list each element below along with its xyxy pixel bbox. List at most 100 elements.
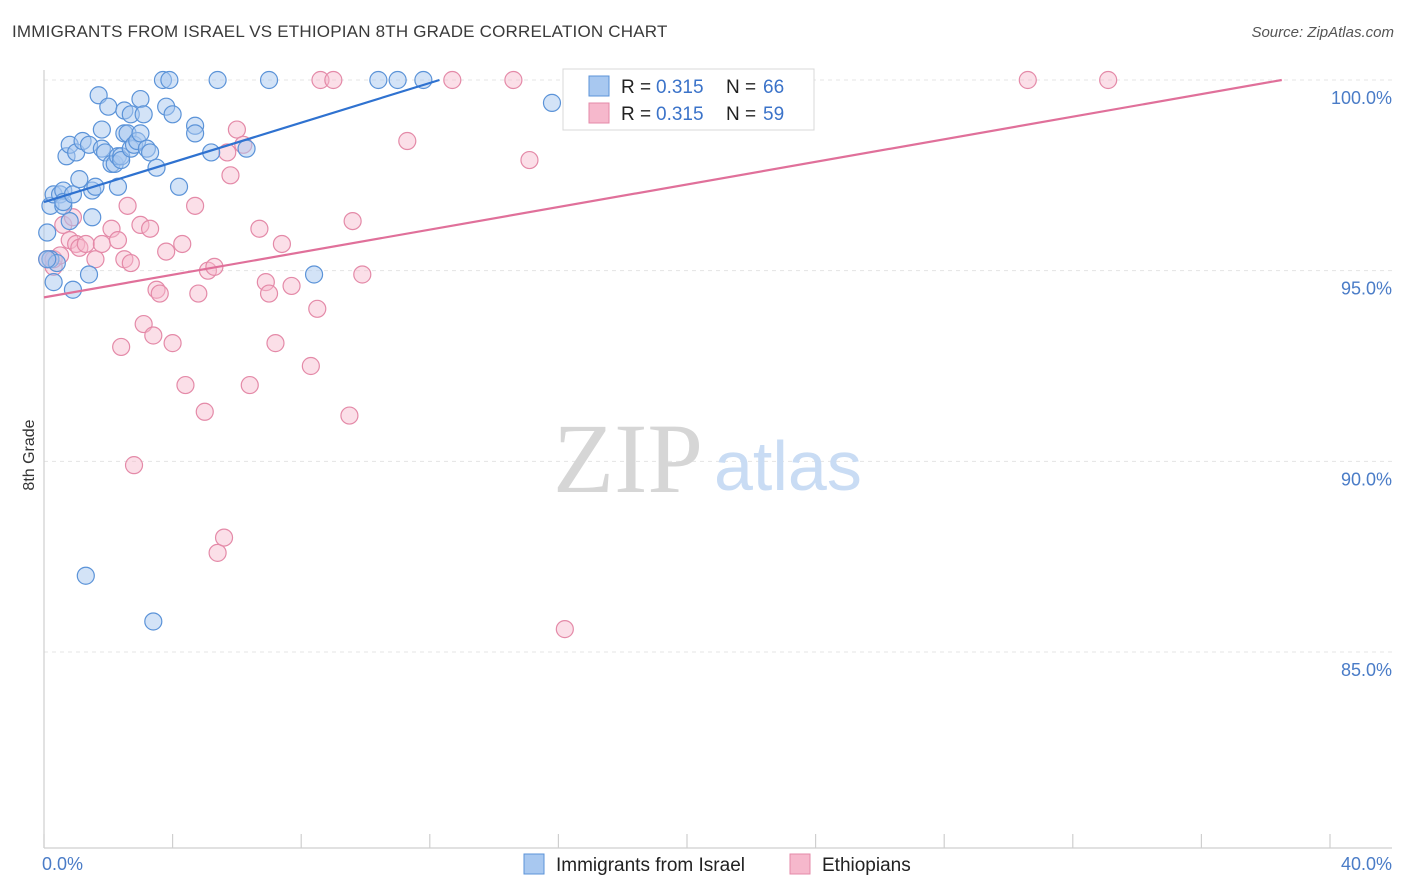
point-ethiopians	[259, 284, 279, 303]
point-israel	[38, 250, 57, 269]
point-israel	[76, 566, 95, 585]
point-ethiopians	[214, 528, 234, 547]
point-ethiopians	[124, 456, 144, 475]
point-ethiopians	[108, 231, 128, 250]
point-israel	[369, 70, 388, 90]
point-ethiopians	[266, 334, 285, 353]
watermark-atlas: atlas	[714, 427, 862, 505]
point-israel	[304, 265, 324, 284]
stats-legend: R = 0.315 N = 66 R = 0.315 N = 59	[562, 68, 815, 131]
x-axis-ticks	[43, 834, 1331, 848]
point-ethiopians	[343, 211, 362, 231]
point-israel	[38, 223, 57, 242]
point-ethiopians	[92, 234, 111, 254]
watermark-zip: ZIP	[553, 403, 703, 514]
point-ethiopians	[282, 276, 301, 296]
point-ethiopians	[308, 299, 327, 318]
point-ethiopians	[157, 242, 176, 261]
point-israel	[237, 139, 256, 158]
point-ethiopians	[186, 196, 205, 215]
point-ethiopians	[240, 375, 259, 395]
point-ethiopians	[504, 70, 523, 90]
legend-n-label-israel: N =	[726, 77, 756, 98]
bottom-legend-swatch-ethiopians	[789, 853, 811, 875]
point-israel	[163, 105, 182, 124]
point-israel	[388, 70, 407, 90]
point-ethiopians	[144, 326, 163, 345]
point-israel	[99, 97, 118, 116]
point-israel	[63, 280, 83, 299]
y-tick-label: 85.0%	[1341, 660, 1392, 680]
point-ethiopians	[176, 375, 195, 395]
point-ethiopians	[301, 356, 320, 376]
point-israel	[542, 93, 562, 112]
point-israel	[208, 70, 227, 90]
legend-swatch-ethiopians	[588, 102, 610, 124]
point-ethiopians	[256, 273, 275, 292]
point-ethiopians	[398, 131, 417, 151]
x-tick-label: 0.0%	[42, 854, 83, 874]
y-axis-tick-labels: 100.0% 95.0% 90.0% 85.0%	[1331, 88, 1392, 680]
trend-lines	[43, 78, 1282, 299]
point-ethiopians	[131, 215, 150, 235]
legend-r-value-ethiopians: 0.315	[656, 104, 704, 125]
legend-r-value-israel: 0.315	[656, 77, 704, 98]
point-ethiopians	[340, 406, 359, 425]
point-ethiopians	[189, 284, 208, 303]
point-israel	[131, 124, 150, 143]
point-israel	[134, 105, 153, 124]
x-axis-tick-labels: 0.0% 40.0%	[42, 854, 1392, 874]
point-israel	[83, 208, 102, 227]
point-israel	[60, 211, 79, 231]
point-ethiopians	[140, 219, 160, 238]
legend-n-label-ethiopians: N =	[726, 104, 756, 125]
point-ethiopians	[324, 70, 343, 90]
y-tick-label: 95.0%	[1341, 279, 1392, 299]
bottom-legend-label-ethiopians: Ethiopians	[822, 855, 911, 876]
point-ethiopians	[121, 253, 140, 273]
point-ethiopians	[221, 166, 240, 185]
point-israel	[44, 273, 63, 292]
point-israel	[144, 612, 163, 631]
point-ethiopians	[250, 219, 269, 238]
bottom-legend-label-israel: Immigrants from Israel	[556, 855, 745, 876]
point-israel	[92, 120, 111, 139]
point-israel	[79, 265, 99, 284]
point-ethiopians	[86, 250, 105, 269]
point-ethiopians	[1099, 70, 1118, 90]
point-ethiopians	[1018, 70, 1037, 90]
point-ethiopians	[173, 234, 192, 254]
point-ethiopians	[555, 620, 574, 639]
point-israel	[140, 143, 160, 162]
point-ethiopians	[353, 265, 372, 284]
y-tick-label: 90.0%	[1341, 469, 1392, 489]
legend-n-value-israel: 66	[763, 77, 784, 98]
chart-source: Source: ZipAtlas.com	[1251, 24, 1394, 41]
point-israel	[169, 177, 189, 196]
point-ethiopians	[76, 234, 95, 254]
point-israel	[186, 124, 205, 143]
series-ethiopians-points	[38, 70, 1118, 639]
point-ethiopians	[150, 284, 169, 303]
point-ethiopians	[112, 337, 131, 357]
point-israel	[160, 70, 179, 90]
trend-line-ethiopians	[43, 78, 1282, 299]
point-israel	[63, 185, 83, 204]
chart-title: IMMIGRANTS FROM ISRAEL VS ETHIOPIAN 8TH …	[12, 22, 668, 41]
point-israel	[70, 170, 89, 189]
legend-n-value-ethiopians: 59	[763, 104, 784, 125]
x-tick-label: 40.0%	[1341, 854, 1392, 874]
point-ethiopians	[195, 402, 214, 421]
point-ethiopians	[443, 70, 462, 90]
y-axis-label: 8th Grade	[21, 419, 38, 490]
point-ethiopians	[227, 120, 246, 139]
legend-r-label-ethiopians: R =	[621, 104, 651, 125]
y-tick-label: 100.0%	[1331, 88, 1392, 108]
bottom-legend-swatch-israel	[523, 853, 545, 875]
legend-r-label-israel: R =	[621, 77, 651, 98]
trend-line-israel	[43, 78, 440, 204]
point-ethiopians	[208, 543, 227, 562]
point-israel	[131, 89, 150, 109]
point-ethiopians	[102, 219, 121, 238]
